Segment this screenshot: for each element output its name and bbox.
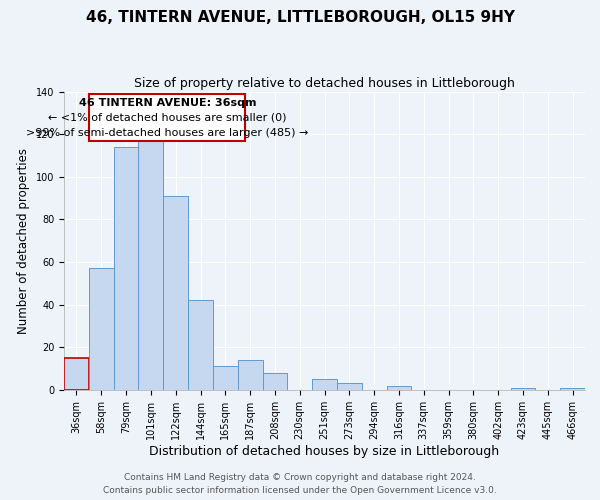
Bar bbox=[113, 147, 139, 390]
Bar bbox=[337, 384, 362, 390]
Y-axis label: Number of detached properties: Number of detached properties bbox=[17, 148, 30, 334]
Bar bbox=[238, 360, 263, 390]
Bar bbox=[511, 388, 535, 390]
Bar bbox=[213, 366, 238, 390]
Text: Contains HM Land Registry data © Crown copyright and database right 2024.
Contai: Contains HM Land Registry data © Crown c… bbox=[103, 474, 497, 495]
Bar bbox=[312, 379, 337, 390]
X-axis label: Distribution of detached houses by size in Littleborough: Distribution of detached houses by size … bbox=[149, 444, 500, 458]
Bar bbox=[386, 386, 412, 390]
Bar bbox=[139, 138, 163, 390]
Bar bbox=[560, 388, 585, 390]
Text: 46, TINTERN AVENUE, LITTLEBOROUGH, OL15 9HY: 46, TINTERN AVENUE, LITTLEBOROUGH, OL15 … bbox=[86, 10, 515, 25]
Text: >99% of semi-detached houses are larger (485) →: >99% of semi-detached houses are larger … bbox=[26, 128, 308, 138]
FancyBboxPatch shape bbox=[89, 94, 245, 140]
Text: 46 TINTERN AVENUE: 36sqm: 46 TINTERN AVENUE: 36sqm bbox=[79, 98, 256, 108]
Bar bbox=[64, 358, 89, 390]
Text: ← <1% of detached houses are smaller (0): ← <1% of detached houses are smaller (0) bbox=[48, 113, 287, 123]
Bar bbox=[188, 300, 213, 390]
Bar bbox=[263, 373, 287, 390]
Bar bbox=[89, 268, 113, 390]
Title: Size of property relative to detached houses in Littleborough: Size of property relative to detached ho… bbox=[134, 78, 515, 90]
Bar bbox=[163, 196, 188, 390]
